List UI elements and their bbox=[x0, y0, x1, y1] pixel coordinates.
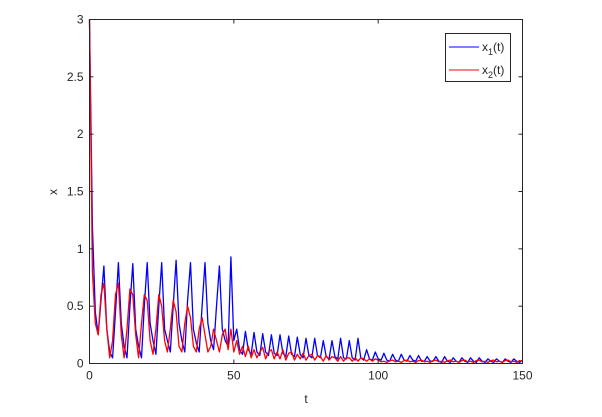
legend-box bbox=[445, 33, 511, 82]
y-tick-label: 0.5 bbox=[67, 299, 84, 313]
x-tick-label: 150 bbox=[512, 369, 532, 383]
y-tick-label: 1 bbox=[77, 242, 84, 256]
series-line-1 bbox=[88, 19, 523, 364]
ticks-layer: 0 50 100 150 0 0.5 1 1.5 2 2.5 3 bbox=[67, 13, 533, 383]
x-tick-label: 100 bbox=[368, 369, 388, 383]
legend-label-1: x1(t) bbox=[482, 40, 504, 57]
y-tick-label: 1.5 bbox=[67, 185, 84, 199]
y-tick-label: 0 bbox=[77, 357, 84, 371]
y-axis-label: x bbox=[46, 189, 60, 195]
x-tick-label: 50 bbox=[227, 369, 241, 383]
x-axis-label: t bbox=[304, 392, 308, 406]
legend-label-2: x2(t) bbox=[482, 63, 504, 80]
legend: x1(t) x2(t) bbox=[445, 33, 511, 82]
series-line-2 bbox=[88, 19, 523, 364]
y-tick-label: 2.5 bbox=[67, 70, 84, 84]
series-layer bbox=[88, 19, 523, 364]
y-tick-label: 3 bbox=[77, 13, 84, 27]
x-tick-label: 0 bbox=[86, 369, 93, 383]
y-tick-label: 2 bbox=[77, 127, 84, 141]
